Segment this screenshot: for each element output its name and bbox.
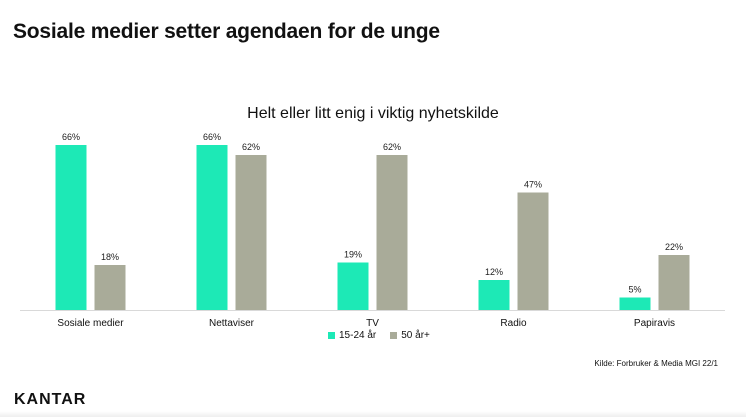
data-label-2-2: 62%	[242, 142, 260, 152]
data-label-1-1: 66%	[62, 132, 80, 142]
kantar-logo: KANTAR	[14, 391, 87, 408]
legend-label-series-2: 50 år+	[401, 330, 430, 341]
data-label-1-2: 66%	[203, 132, 221, 142]
slide-title: Sosiale medier setter agendaen for de un…	[13, 20, 440, 43]
chart-legend: 15-24 år 50 år+	[328, 330, 430, 341]
bar-2-3	[376, 155, 408, 310]
category-label-5: Papiravis	[634, 318, 675, 329]
legend-label-series-1: 15-24 år	[339, 330, 377, 341]
category-label-3: TV	[366, 318, 379, 329]
legend-swatch-series-1	[328, 332, 335, 339]
legend-item-series-1: 15-24 år	[328, 330, 376, 341]
bar-1-4	[478, 280, 510, 310]
bar-1-3	[337, 262, 369, 310]
legend-item-series-2: 50 år+	[390, 330, 430, 341]
data-label-1-5: 5%	[628, 285, 641, 295]
bar-2-1	[94, 265, 126, 310]
bar-1-1	[55, 145, 87, 310]
category-label-1: Sosiale medier	[57, 318, 124, 329]
data-label-1-3: 19%	[344, 250, 362, 260]
legend-swatch-series-2	[390, 332, 398, 339]
category-label-4: Radio	[500, 318, 527, 329]
bottom-shadow	[0, 411, 746, 417]
bar-2-2	[235, 155, 267, 310]
bar-1-2	[196, 145, 228, 310]
category-label-2: Nettaviser	[209, 318, 255, 329]
bar-1-5	[619, 297, 651, 310]
data-label-2-5: 22%	[665, 242, 683, 252]
data-label-1-4: 12%	[485, 267, 503, 277]
data-label-2-4: 47%	[524, 180, 542, 190]
source-note: Kilde: Forbruker & Media MGI 22/1	[594, 359, 718, 368]
data-label-2-1: 18%	[101, 252, 119, 262]
bar-2-4	[517, 192, 549, 310]
bar-2-5	[658, 255, 690, 310]
data-label-2-3: 62%	[383, 142, 401, 152]
chart-title: Helt eller litt enig i viktig nyhetskild…	[247, 105, 499, 122]
